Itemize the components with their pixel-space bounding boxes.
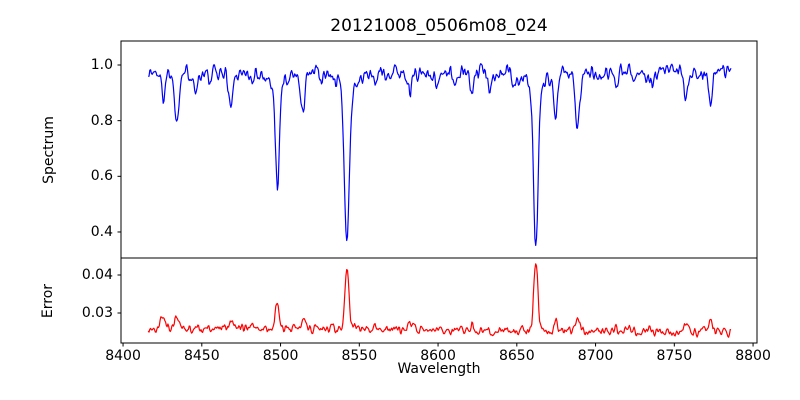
y-tick-label: 0.03 [81, 305, 113, 321]
y-tick-label: 0.04 [81, 266, 113, 283]
y-tick-label: 0.4 [90, 223, 113, 240]
error-panel-frame [120, 257, 758, 344]
x-tick-label: 8600 [420, 348, 456, 364]
error-series-line [147, 263, 732, 338]
x-tick-label: 8550 [341, 348, 378, 364]
y-tick-label: 0.6 [90, 168, 113, 185]
x-tick-label: 8500 [262, 348, 299, 364]
y-tick-label: 0.8 [90, 112, 113, 129]
tick-marks [117, 64, 754, 347]
wavelength-axis-label: Wavelength [397, 361, 481, 377]
x-tick-label: 8650 [498, 348, 535, 364]
y-tick-label: 1.0 [90, 56, 113, 73]
x-tick-label: 8450 [183, 348, 220, 364]
x-tick-label: 8700 [577, 348, 614, 364]
spectrum-series-line [148, 63, 732, 246]
plot-title: 20121008_0506m08_024 [330, 16, 548, 36]
x-tick-label: 8400 [105, 348, 141, 364]
x-tick-label: 8800 [735, 348, 771, 364]
x-tick-label: 8750 [656, 348, 693, 364]
